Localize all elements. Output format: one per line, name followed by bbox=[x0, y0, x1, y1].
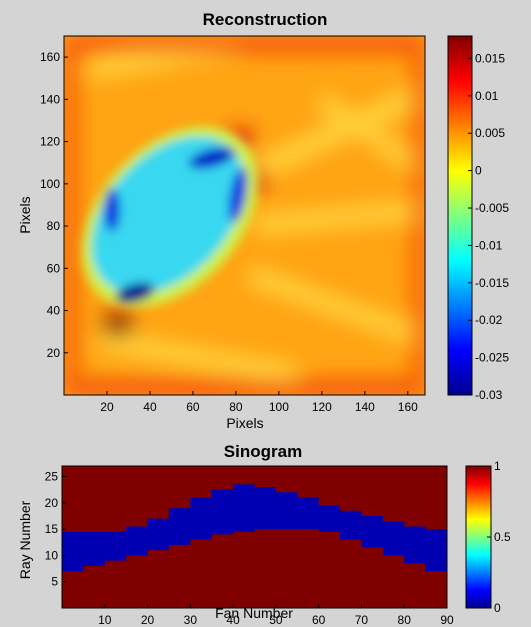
colorbar-tick-label: 1 bbox=[494, 459, 501, 473]
x-tick-label: 50 bbox=[269, 613, 283, 627]
colorbar-tick-label: 0.005 bbox=[475, 126, 505, 140]
x-tick-label: 20 bbox=[100, 400, 114, 414]
colorbar-tick-label: -0.03 bbox=[475, 388, 503, 402]
x-tick-label: 60 bbox=[186, 400, 200, 414]
recon-peak bbox=[102, 313, 134, 337]
y-tick-label: 15 bbox=[45, 522, 59, 536]
reconstruction-heatmap bbox=[64, 36, 425, 395]
recon-object-rim bbox=[228, 167, 248, 223]
x-tick-label: 120 bbox=[312, 400, 332, 414]
y-tick-label: 20 bbox=[47, 346, 61, 360]
y-tick-label: 80 bbox=[47, 219, 61, 233]
recon-streak bbox=[98, 330, 299, 385]
colorbar-tick-label: 0.01 bbox=[475, 89, 499, 103]
reconstruction-colorbar bbox=[447, 35, 473, 396]
y-tick-label: 20 bbox=[45, 496, 59, 510]
recon-object-rim bbox=[188, 147, 236, 169]
x-tick-label: 10 bbox=[98, 613, 112, 627]
colorbar-tick-label: -0.025 bbox=[475, 351, 509, 365]
recon-edge-hot bbox=[64, 36, 78, 395]
colorbar-tick-label: -0.01 bbox=[475, 238, 503, 252]
sinogram-ylabel: Ray Number bbox=[17, 500, 33, 579]
recon-streak bbox=[250, 87, 419, 181]
x-tick-label: 60 bbox=[312, 613, 326, 627]
y-tick-label: 120 bbox=[40, 135, 60, 149]
recon-streak bbox=[314, 91, 424, 176]
y-tick-label: 160 bbox=[40, 50, 60, 64]
recon-object-rim bbox=[104, 188, 120, 232]
x-tick-label: 80 bbox=[229, 400, 243, 414]
x-tick-label: 30 bbox=[184, 613, 198, 627]
x-tick-label: 40 bbox=[226, 613, 240, 627]
x-tick-label: 20 bbox=[141, 613, 155, 627]
y-tick-label: 100 bbox=[40, 177, 60, 191]
y-tick-label: 25 bbox=[45, 470, 59, 484]
recon-object bbox=[91, 136, 245, 294]
recon-edge-hot bbox=[64, 380, 425, 395]
x-tick-label: 70 bbox=[355, 613, 369, 627]
sinogram-title: Sinogram bbox=[224, 442, 302, 461]
recon-edge-hot bbox=[64, 36, 425, 52]
colorbar-tick-label: 0 bbox=[475, 164, 482, 178]
y-tick-label: 140 bbox=[40, 92, 60, 106]
sinogram-band bbox=[62, 484, 447, 577]
x-tick-label: 80 bbox=[398, 613, 412, 627]
reconstruction-panel: Reconstruction bbox=[17, 10, 509, 431]
colorbar-tick-label: -0.02 bbox=[475, 313, 503, 327]
colorbar-tick-label: 0 bbox=[494, 601, 501, 615]
reconstruction-xlabel: Pixels bbox=[226, 415, 263, 431]
reconstruction-ylabel: Pixels bbox=[17, 196, 33, 233]
colorbar-tick-label: -0.005 bbox=[475, 201, 509, 215]
recon-streak bbox=[254, 199, 425, 235]
recon-streak bbox=[246, 265, 418, 345]
colorbar-tick-label: 0.015 bbox=[475, 51, 505, 65]
y-tick-label: 10 bbox=[45, 548, 59, 562]
colorbar-tick-label: -0.015 bbox=[475, 276, 509, 290]
sinogram-colorbar bbox=[465, 465, 492, 609]
reconstruction-title: Reconstruction bbox=[203, 10, 328, 29]
recon-edge-hot bbox=[412, 36, 425, 395]
x-tick-label: 40 bbox=[143, 400, 157, 414]
x-tick-label: 160 bbox=[398, 400, 418, 414]
x-tick-label: 140 bbox=[355, 400, 375, 414]
y-tick-label: 40 bbox=[47, 304, 61, 318]
x-tick-label: 100 bbox=[269, 400, 289, 414]
sinogram-xlabel: Fan Number bbox=[215, 605, 293, 621]
x-tick-label: 90 bbox=[440, 613, 454, 627]
y-tick-label: 60 bbox=[47, 261, 61, 275]
y-tick-label: 5 bbox=[51, 575, 58, 589]
colorbar-tick-label: 0.5 bbox=[494, 530, 511, 544]
recon-object-rim bbox=[115, 282, 155, 304]
